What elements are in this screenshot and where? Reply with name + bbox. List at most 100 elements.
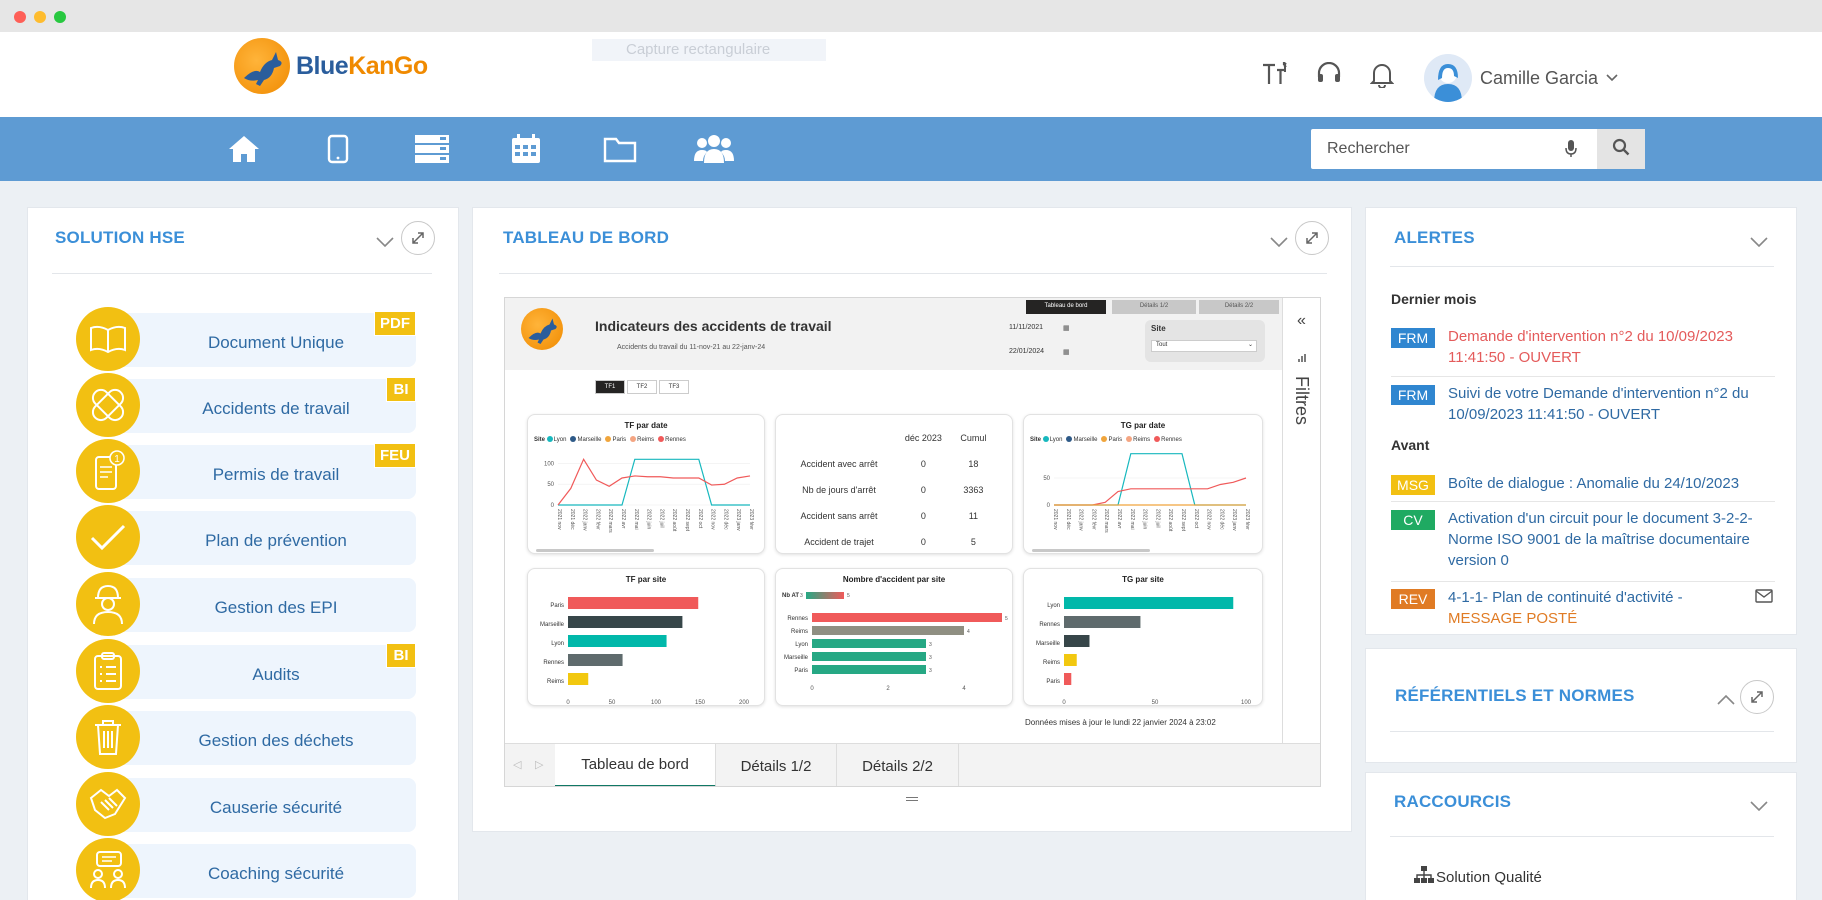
- hse-item-document-unique[interactable]: Document Unique PDF: [76, 307, 440, 371]
- x-tick-label: 2022 févr: [1090, 509, 1096, 530]
- report-page-tab-details-1[interactable]: Détails 1/2: [1112, 300, 1196, 314]
- shortcut-solution-qualite[interactable]: Solution Qualité: [1414, 866, 1542, 888]
- bar-marseille: [812, 652, 926, 661]
- legend-swatch: [630, 436, 637, 442]
- expand-panel-button[interactable]: [1740, 680, 1774, 714]
- chart-title: Nombre d'accident par site: [842, 575, 946, 584]
- expand-panel-button[interactable]: [401, 221, 435, 255]
- legend-item[interactable]: Paris: [1101, 436, 1122, 443]
- expand-chevron-up-icon[interactable]: [1717, 692, 1735, 710]
- maximize-window-button[interactable]: [54, 11, 66, 23]
- alert-item[interactable]: REV 4-1-1- Plan de continuité d'activité…: [1391, 587, 1775, 631]
- expand-panel-button[interactable]: [1295, 221, 1329, 255]
- alertes-panel: ALERTES: [1365, 207, 1797, 635]
- calendar-icon[interactable]: [506, 129, 546, 169]
- collapse-filters-icon[interactable]: «: [1297, 312, 1306, 329]
- calendar-icon[interactable]: ▦: [1063, 349, 1070, 356]
- chart-legend: Site Lyon Marseille Paris Reims Rennes: [534, 436, 690, 443]
- minimize-window-button[interactable]: [34, 11, 46, 23]
- collapse-chevron-icon[interactable]: [1270, 234, 1288, 252]
- collapse-chevron-icon[interactable]: [376, 234, 394, 252]
- x-tick-label: 2022 févr: [594, 509, 600, 530]
- search-input[interactable]: [1311, 129, 1597, 169]
- open-book-icon: [76, 307, 140, 371]
- tablet-icon[interactable]: [318, 129, 358, 169]
- category-label: Marseille: [1036, 641, 1061, 647]
- tab-tableau-de-bord[interactable]: Tableau de bord: [555, 744, 716, 786]
- site-select[interactable]: Tout ⌄: [1151, 340, 1257, 352]
- text-size-icon[interactable]: [1262, 61, 1288, 91]
- alert-item[interactable]: FRM Suivi de votre Demande d'interventio…: [1391, 383, 1775, 429]
- bar-lyon: [568, 635, 667, 647]
- alert-item[interactable]: FRM Demande d'intervention n°2 du 10/09/…: [1391, 326, 1775, 372]
- kpi-value: 5: [970, 537, 976, 547]
- support-headset-icon[interactable]: [1316, 61, 1342, 91]
- hse-item-causerie-securite[interactable]: Causerie sécurité: [76, 772, 440, 836]
- hse-item-plan-de-prevention[interactable]: Plan de prévention: [76, 505, 440, 569]
- prev-page-icon[interactable]: ◁: [513, 759, 522, 771]
- envelope-icon[interactable]: [1755, 589, 1773, 608]
- report-page-tab-tableau-de-bord[interactable]: Tableau de bord: [1026, 300, 1106, 314]
- tf3-button[interactable]: TF3: [659, 380, 689, 394]
- server-list-icon[interactable]: [412, 129, 452, 169]
- clipboard-checklist-icon: [76, 639, 140, 703]
- tf-selector: TF1 TF2 TF3: [595, 380, 691, 394]
- notifications-bell-icon[interactable]: [1369, 62, 1395, 93]
- tab-details-1[interactable]: Détails 1/2: [716, 744, 837, 786]
- legend-item[interactable]: Marseille: [1066, 436, 1097, 443]
- folder-icon[interactable]: [600, 129, 640, 169]
- bar-paris: [812, 665, 926, 674]
- hse-item-audits[interactable]: Audits BI: [76, 639, 440, 703]
- resize-handle-icon[interactable]: [906, 797, 918, 801]
- hse-item-gestion-des-epi[interactable]: Gestion des EPI: [76, 572, 440, 636]
- hse-item-label: Plan de prévention: [205, 531, 347, 550]
- alert-status: MESSAGE POSTÉ: [1448, 610, 1578, 627]
- bandage-icon: [76, 373, 140, 437]
- legend-item[interactable]: Rennes: [658, 436, 686, 443]
- hse-item-accidents-de-travail[interactable]: Accidents de travail BI: [76, 373, 440, 437]
- bar-rennes: [1064, 616, 1141, 628]
- alert-item[interactable]: MSG Boîte de dialogue : Anomalie du 24/1…: [1391, 473, 1775, 497]
- legend-item[interactable]: Rennes: [1154, 436, 1182, 443]
- filters-pane[interactable]: « Filtres: [1282, 298, 1320, 743]
- hse-item-permis-de-travail[interactable]: 1 Permis de travail FEU: [76, 439, 440, 503]
- legend-item[interactable]: Paris: [605, 436, 626, 443]
- collapse-chevron-icon[interactable]: [1750, 798, 1768, 816]
- tf-par-date-tile: TF par date Site Lyon Marseille Paris Reims…: [527, 414, 765, 554]
- collapse-chevron-icon[interactable]: [1750, 234, 1768, 252]
- legend-item[interactable]: Marseille: [570, 436, 601, 443]
- search-button[interactable]: [1597, 129, 1645, 169]
- bar-lyon: [812, 639, 926, 648]
- expand-icon: [1751, 691, 1763, 703]
- users-group-icon[interactable]: [694, 129, 734, 169]
- date-from[interactable]: 11/11/2021: [1009, 324, 1043, 331]
- site-slicer-label: Site: [1151, 324, 1166, 333]
- kpi-label: Nb de jours d'arrêt: [802, 485, 876, 495]
- kpi-table: déc 2023 Cumul Accident avec arrêt 0 18 …: [784, 425, 994, 555]
- legend-item[interactable]: Lyon: [1042, 436, 1062, 443]
- hse-item-gestion-des-dechets[interactable]: Gestion des déchets: [76, 705, 440, 769]
- calendar-icon[interactable]: ▦: [1063, 325, 1070, 332]
- next-page-icon[interactable]: ▷: [535, 759, 544, 771]
- pdf-badge: PDF: [374, 311, 416, 336]
- user-menu[interactable]: Camille Garcia: [1424, 54, 1618, 102]
- date-to[interactable]: 22/01/2024: [1009, 348, 1045, 355]
- kpi-value: 0: [920, 537, 926, 547]
- tf2-button[interactable]: TF2: [627, 380, 657, 394]
- x-tick-label: 200: [739, 700, 750, 705]
- alert-item[interactable]: CV Activation d'un circuit pour le docum…: [1391, 508, 1775, 574]
- close-window-button[interactable]: [14, 11, 26, 23]
- x-tick-label: 2022 août: [671, 509, 677, 532]
- tf1-button[interactable]: TF1: [595, 380, 625, 394]
- home-icon[interactable]: [224, 129, 264, 169]
- expand-icon: [412, 232, 424, 244]
- brand-logo[interactable]: BlueKanGo: [234, 38, 428, 94]
- report-page-tab-details-2[interactable]: Détails 2/2: [1199, 300, 1279, 314]
- microphone-icon[interactable]: [1565, 139, 1577, 164]
- hse-item-coaching-securite[interactable]: Coaching sécurité: [76, 838, 440, 900]
- legend-item[interactable]: Lyon: [546, 436, 566, 443]
- trash-bin-icon: [76, 705, 140, 769]
- legend-item[interactable]: Reims: [630, 436, 654, 443]
- legend-item[interactable]: Reims: [1126, 436, 1150, 443]
- tab-details-2[interactable]: Détails 2/2: [837, 744, 959, 786]
